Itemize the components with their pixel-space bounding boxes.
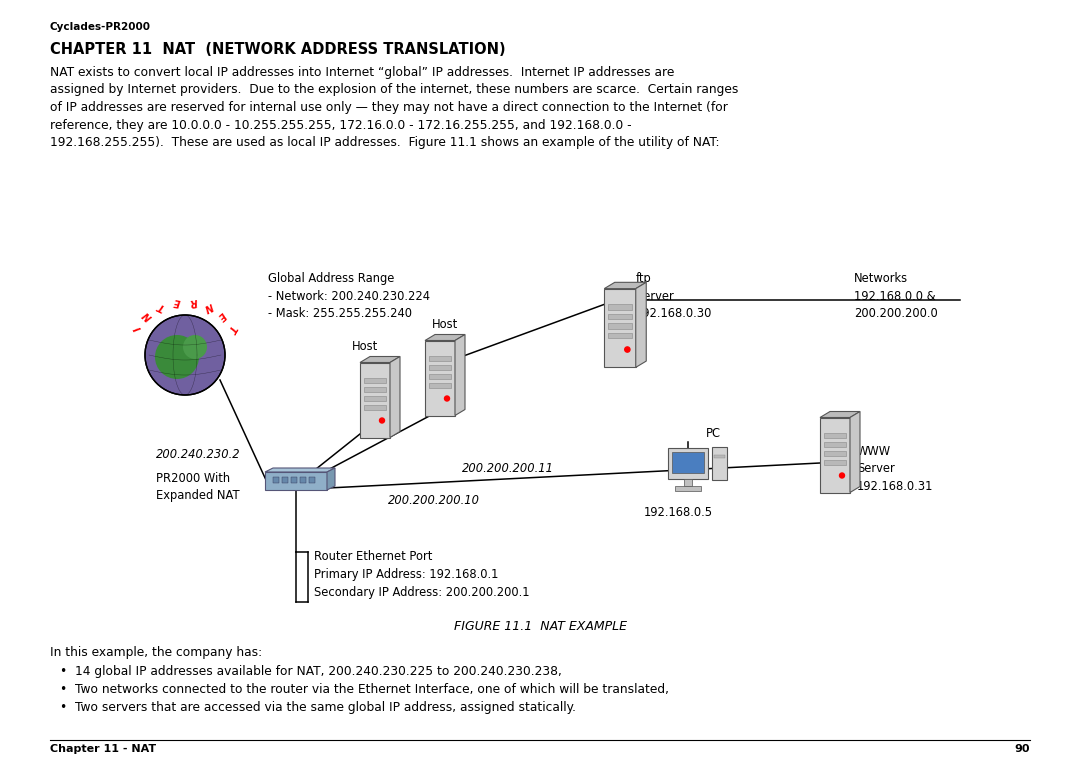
Bar [714, 455, 725, 458]
Bar [282, 477, 288, 483]
Text: T: T [157, 300, 166, 312]
Bar [604, 289, 636, 367]
Circle shape [624, 347, 630, 352]
Text: ftp
Server
192.168.0.30: ftp Server 192.168.0.30 [636, 272, 713, 320]
Text: •  Two networks connected to the router via the Ethernet Interface, one of which: • Two networks connected to the router v… [60, 683, 669, 696]
Polygon shape [636, 283, 646, 367]
Text: N: N [141, 309, 154, 322]
Text: Networks
192.168.0.0 &
200.200.200.0: Networks 192.168.0.0 & 200.200.200.0 [854, 272, 937, 320]
Text: WWW
Server
192.168.0.31: WWW Server 192.168.0.31 [858, 445, 933, 493]
Polygon shape [265, 472, 327, 490]
Text: PR2000 With
Expanded NAT: PR2000 With Expanded NAT [156, 472, 240, 503]
Bar [608, 323, 632, 329]
Polygon shape [426, 335, 465, 341]
Text: FIGURE 11.1  NAT EXAMPLE: FIGURE 11.1 NAT EXAMPLE [454, 620, 626, 633]
Bar [608, 304, 632, 309]
Circle shape [145, 315, 225, 395]
Bar [364, 377, 386, 383]
Bar [309, 477, 315, 483]
Text: In this example, the company has:: In this example, the company has: [50, 646, 262, 659]
Text: R: R [189, 296, 198, 307]
Polygon shape [390, 357, 400, 438]
Bar [685, 479, 691, 486]
Text: •  14 global IP addresses available for NAT, 200.240.230.225 to 200.240.230.238,: • 14 global IP addresses available for N… [60, 665, 562, 678]
Text: Host: Host [352, 340, 378, 353]
Text: 192.168.0.5: 192.168.0.5 [644, 506, 713, 519]
Bar [669, 448, 707, 479]
Polygon shape [820, 412, 860, 417]
Bar [824, 432, 846, 438]
Bar [429, 364, 451, 370]
Text: E: E [216, 309, 228, 322]
Text: T: T [226, 322, 238, 333]
Bar [426, 341, 455, 416]
Polygon shape [850, 412, 860, 493]
Bar [429, 383, 451, 387]
Bar [675, 486, 701, 490]
Bar [608, 333, 632, 338]
Text: NAT exists to convert local IP addresses into Internet “global” IP addresses.  I: NAT exists to convert local IP addresses… [50, 66, 739, 149]
Polygon shape [604, 283, 646, 289]
Bar [360, 362, 390, 438]
Bar [824, 451, 846, 455]
Text: Cyclades-PR2000: Cyclades-PR2000 [50, 22, 151, 32]
Bar [300, 477, 306, 483]
Bar [364, 396, 386, 400]
Text: 200.200.200.11: 200.200.200.11 [462, 461, 554, 474]
Text: E: E [173, 296, 181, 307]
Circle shape [445, 396, 449, 401]
Text: N: N [203, 300, 214, 312]
Circle shape [183, 335, 207, 359]
Text: 200.240.230.2: 200.240.230.2 [156, 448, 241, 461]
Text: Global Address Range
- Network: 200.240.230.224
- Mask: 255.255.255.240: Global Address Range - Network: 200.240.… [268, 272, 430, 320]
Bar [824, 459, 846, 465]
Text: 200.200.200.10: 200.200.200.10 [388, 494, 480, 507]
Circle shape [156, 335, 199, 379]
Bar [364, 387, 386, 391]
Polygon shape [327, 468, 335, 490]
Circle shape [839, 473, 845, 478]
Text: Router Ethernet Port
Primary IP Address: 192.168.0.1
Secondary IP Address: 200.2: Router Ethernet Port Primary IP Address:… [314, 550, 529, 599]
Polygon shape [455, 335, 465, 416]
Text: •  Two servers that are accessed via the same global IP address, assigned static: • Two servers that are accessed via the … [60, 701, 576, 714]
Bar [273, 477, 279, 483]
Bar [713, 447, 727, 480]
Text: Chapter 11 - NAT: Chapter 11 - NAT [50, 744, 157, 754]
Bar [429, 374, 451, 378]
Polygon shape [360, 357, 400, 362]
Bar [824, 442, 846, 446]
Text: 90: 90 [1014, 744, 1030, 754]
Text: PC: PC [706, 427, 721, 440]
Polygon shape [265, 468, 335, 472]
Text: Host: Host [432, 318, 458, 331]
Bar [672, 452, 704, 474]
Bar [291, 477, 297, 483]
Circle shape [379, 418, 384, 423]
Text: CHAPTER 11  NAT  (NETWORK ADDRESS TRANSLATION): CHAPTER 11 NAT (NETWORK ADDRESS TRANSLAT… [50, 42, 505, 57]
Bar [608, 314, 632, 319]
Text: I: I [133, 324, 144, 332]
Bar [820, 417, 850, 493]
Bar [429, 355, 451, 361]
Bar [364, 404, 386, 410]
